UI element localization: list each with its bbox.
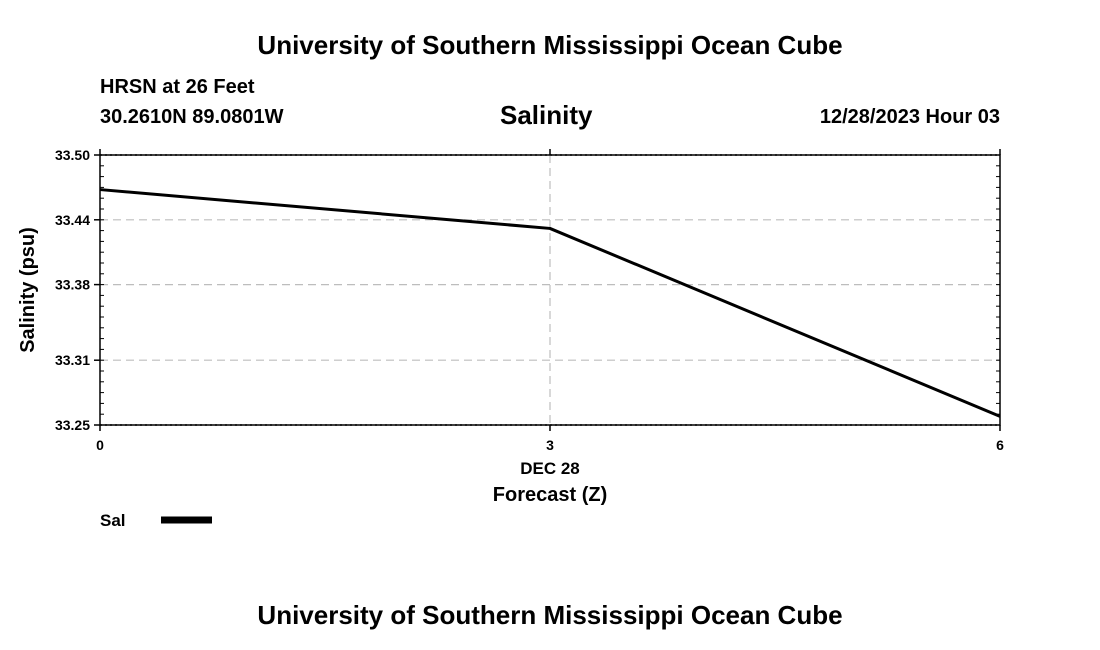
x-axis-date-label: DEC 28 <box>520 459 580 478</box>
y-tick-label: 33.31 <box>55 352 90 368</box>
chart-title: Salinity <box>500 100 593 130</box>
x-axis-ticks: 0 3 6 <box>96 149 1004 453</box>
legend-label: Sal <box>100 511 126 530</box>
salinity-chart: 33.25 33.31 33.38 33.44 33.50 0 3 6 Salinity (… <box>17 147 1004 530</box>
x-tick-label: 0 <box>96 437 104 453</box>
page-title: University of Southern Mississippi Ocean… <box>257 30 843 60</box>
station-label: HRSN at 26 Feet <box>100 76 255 98</box>
series-layer <box>99 188 1001 418</box>
y-tick-label: 33.44 <box>55 212 90 228</box>
datetime-label: 12/28/2023 Hour 03 <box>819 106 1000 128</box>
x-axis-label: Forecast (Z) <box>493 484 607 506</box>
y-tick-label: 33.38 <box>55 277 90 293</box>
coordinates-label: 30.2610N 89.0801W <box>100 106 284 128</box>
y-tick-label: 33.25 <box>55 417 90 433</box>
x-tick-label: 3 <box>546 437 554 453</box>
y-tick-label: 33.50 <box>55 147 90 163</box>
y-axis-label: Salinity (psu) <box>17 227 39 353</box>
footer-title: University of Southern Mississippi Ocean… <box>257 600 843 630</box>
y-axis-ticks: 33.25 33.31 33.38 33.44 33.50 <box>55 147 100 433</box>
grid <box>100 154 1000 426</box>
x-tick-label: 6 <box>996 437 1004 453</box>
